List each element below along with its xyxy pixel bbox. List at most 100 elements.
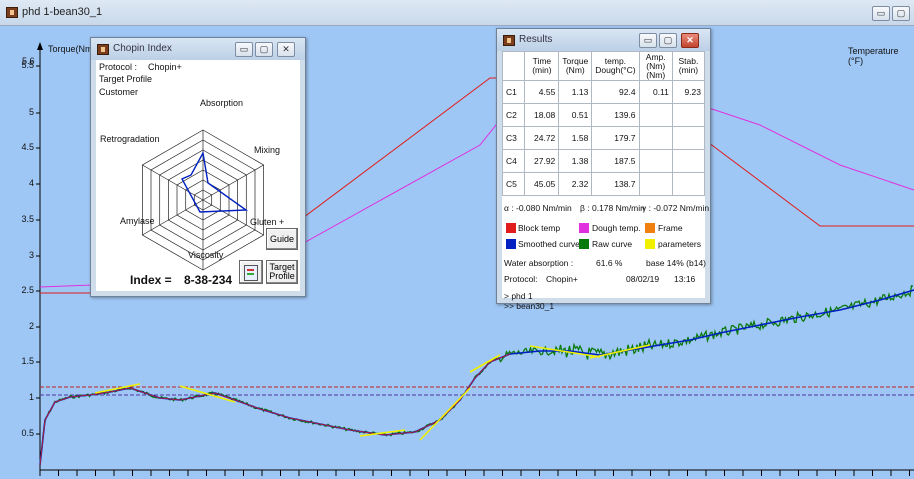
- chopin-index-value: 8-38-234: [184, 273, 233, 287]
- results-minimize-button[interactable]: ▭: [639, 33, 657, 48]
- y-tick-label: 1.5: [21, 356, 34, 366]
- radar-axis-retrogradation: Retrogradation: [100, 134, 160, 144]
- base-label: base 14% (b14): [646, 258, 707, 268]
- water-absorption-value: 61.6 %: [596, 258, 623, 268]
- y-tick-label: 5: [28, 107, 34, 117]
- results-body: Time (min) Torque (Nm) temp. Dough(°C) Amp.…: [501, 51, 709, 311]
- smoothed-curve: [39, 289, 914, 466]
- table-row: C2 18.08 0.51 139.6: [501, 103, 706, 127]
- col-amp-h2: (Nm): [646, 69, 666, 80]
- y-tick-label: 1: [28, 392, 34, 402]
- results-protocol-label: Protocol:: [504, 274, 538, 284]
- legend-block-temp: Block temp: [518, 223, 561, 233]
- legend-frame: Frame: [658, 223, 683, 233]
- table-row: C1 4.55 1.13 92.4 0.11 9.23: [501, 80, 706, 104]
- results-title-bar[interactable]: Results ▭ ▢ ✕: [497, 29, 710, 51]
- chopin-body: Protocol : Chopin+ Target Profile Custom…: [96, 60, 300, 291]
- results-protocol-value: Chopin+: [546, 274, 578, 284]
- results-window-icon: [503, 35, 515, 46]
- results-header-row: Time (min) Torque (Nm) temp. Dough(°C) Amp.…: [501, 51, 706, 81]
- results-window[interactable]: Results ▭ ▢ ✕ Time (min) Torque (Nm) temp.…: [496, 28, 711, 311]
- chopin-maximize-button[interactable]: ▢: [255, 42, 273, 57]
- print-icon: [244, 265, 258, 281]
- alpha-value: α : -0.080 Nm/min: [504, 203, 572, 213]
- col-time-h2: (min): [532, 65, 552, 75]
- y-tick-label: 2.5: [21, 285, 34, 295]
- gamma-value: γ : -0.072 Nm/min: [642, 203, 710, 213]
- swatch-frame: [645, 223, 655, 233]
- col-torque-h1: Torque: [562, 56, 589, 66]
- chopin-index-window[interactable]: Chopin Index ▭ ▢ ✕ Protocol : Chopin+ Ta…: [90, 37, 306, 297]
- app-icon: [6, 7, 18, 18]
- col-temp-h2: Dough(°C): [595, 65, 636, 75]
- swatch-params: [645, 239, 655, 249]
- y-tick-marks: [36, 65, 40, 435]
- chopin-radar-chart: [142, 129, 264, 271]
- results-time: 13:16: [674, 274, 696, 284]
- results-window-title: Results: [519, 34, 553, 45]
- chopin-protocol-value: Chopin+: [148, 62, 182, 72]
- radar-profile-polygon: [181, 150, 249, 213]
- guide-button[interactable]: Guide: [266, 228, 298, 250]
- chopin-window-icon: [97, 44, 109, 55]
- chopin-window-title: Chopin Index: [113, 43, 172, 54]
- right-axis-label: Temperature (°F): [848, 46, 899, 66]
- y-axis-arrow: [37, 42, 43, 50]
- col-stab-h2: (min): [678, 65, 699, 75]
- radar-axis-gluten: Gluten +: [250, 217, 285, 227]
- main-title-bar: phd 1-bean30_1 ▭ ▢: [0, 0, 914, 26]
- print-button[interactable]: [239, 260, 263, 284]
- swatch-dough-temp: [579, 223, 589, 233]
- swatch-smoothed: [506, 239, 516, 249]
- results-path-1: > phd 1: [504, 291, 533, 301]
- swatch-block-temp: [506, 223, 516, 233]
- col-temp-h1: temp.: [604, 56, 627, 66]
- col-torque-h2: (Nm): [565, 65, 585, 75]
- water-absorption-label: Water absorption :: [504, 258, 574, 268]
- radar-axis-amylase: Amylase: [120, 216, 155, 226]
- chopin-index-label: Index =: [130, 273, 172, 287]
- target-profile-button[interactable]: Target Profile: [266, 260, 298, 284]
- y-tick-label: 3: [28, 250, 34, 260]
- results-date: 08/02/19: [626, 274, 660, 284]
- results-table: Time (min) Torque (Nm) temp. Dough(°C) Amp.…: [501, 51, 706, 196]
- y-tick-label: 4: [28, 178, 34, 188]
- parameter-tangents: [94, 344, 651, 441]
- legend-params: parameters: [658, 239, 701, 249]
- y-tick-label: 3.5: [21, 214, 34, 224]
- target-profile-button-line2: Profile: [269, 271, 295, 281]
- chopin-customer: Customer: [99, 87, 139, 97]
- torque-red-trace: [39, 353, 511, 466]
- legend-smoothed: Smoothed curve: [518, 239, 580, 249]
- y-top-tick: 5.6: [22, 56, 35, 66]
- chopin-title-bar[interactable]: Chopin Index ▭ ▢ ✕: [91, 38, 305, 60]
- col-stab-h1: Stab.: [678, 56, 699, 66]
- restore-button[interactable]: ▭: [872, 6, 890, 21]
- radar-axis-viscosity: Viscosity: [188, 250, 224, 260]
- chopin-target-profile: Target Profile: [99, 74, 153, 84]
- y-tick-label: 0.5: [21, 428, 34, 438]
- table-row: C3 24.72 1.58 179.7: [501, 126, 706, 150]
- table-row: C5 45.05 2.32 138.7: [501, 172, 706, 196]
- y-tick-label: 4.5: [21, 142, 34, 152]
- main-window-title: phd 1-bean30_1: [22, 6, 103, 18]
- legend-dough-temp: Dough temp.: [592, 223, 641, 233]
- x-tick-marks: [39, 470, 910, 476]
- chopin-close-button[interactable]: ✕: [277, 42, 295, 57]
- results-close-button[interactable]: ✕: [681, 33, 699, 48]
- beta-value: β : 0.178 Nm/min: [580, 203, 645, 213]
- swatch-raw: [579, 239, 589, 249]
- results-maximize-button[interactable]: ▢: [659, 33, 677, 48]
- radar-axis-absorption: Absorption: [200, 98, 244, 108]
- radar-axis-mixing: Mixing: [254, 145, 281, 155]
- maximize-button[interactable]: ▢: [892, 6, 910, 21]
- legend-raw: Raw curve: [592, 239, 633, 249]
- y-tick-label: 5.5: [21, 60, 34, 70]
- results-path-2: >> bean30_1: [504, 301, 555, 311]
- chopin-minimize-button[interactable]: ▭: [235, 42, 253, 57]
- y-tick-label: 2: [28, 321, 34, 331]
- chopin-protocol-label: Protocol :: [99, 62, 138, 72]
- y-axis-label: Torque(Nm): [48, 44, 96, 54]
- col-amp-h1: Amp. (Nm): [645, 51, 666, 71]
- col-time-h1: Time: [532, 56, 552, 66]
